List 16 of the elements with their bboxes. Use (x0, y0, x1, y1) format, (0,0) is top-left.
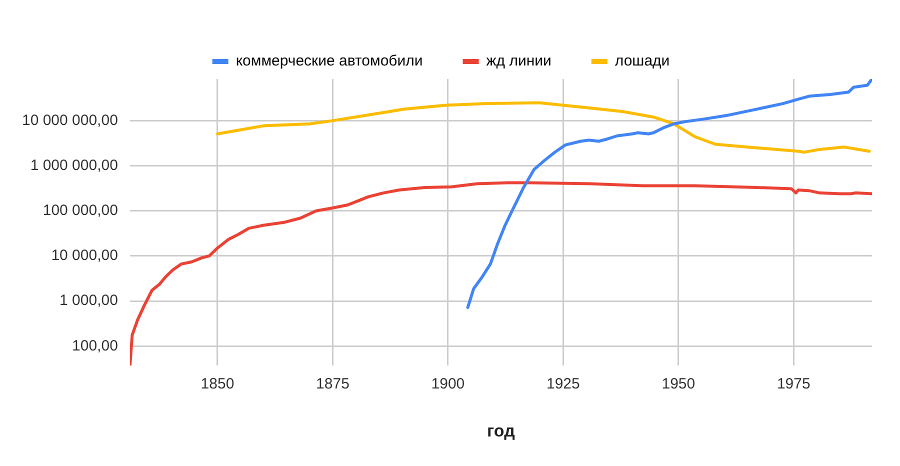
y-tick-label: 100,00 (72, 337, 118, 354)
legend-label: коммерческие автомобили (236, 52, 423, 70)
x-axis-title: год (487, 421, 516, 440)
legend-label: жд линии (486, 52, 552, 70)
x-tick-label: 1850 (200, 376, 234, 393)
y-tick-label: 10 000,00 (51, 247, 118, 264)
y-tick-label: 10 000 000,00 (22, 112, 118, 129)
y-tick-label: 100 000,00 (42, 202, 118, 219)
y-tick-label: 1 000,00 (60, 292, 118, 310)
x-tick-label: 1875 (316, 376, 350, 393)
y-tick-label: 1 000 000,00 (30, 156, 118, 174)
x-tick-label: 1950 (662, 376, 696, 393)
legend-label: лошади (614, 52, 670, 70)
x-tick-label: 1925 (546, 376, 580, 393)
x-tick-label: 1900 (431, 376, 465, 393)
x-tick-label: 1975 (776, 376, 810, 393)
